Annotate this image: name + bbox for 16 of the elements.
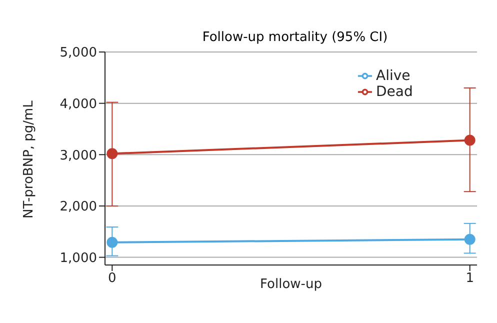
point (464, 134, 476, 146)
x-tick-label: 0 (108, 271, 116, 286)
chart-title: Follow-up mortality (95% CI) (201, 30, 389, 45)
point (106, 236, 118, 248)
y-tick-label: 1,000 (60, 250, 97, 266)
y-tick-label: 4,000 (60, 96, 97, 112)
legend-label: Alive (376, 68, 410, 84)
y-tick-label: 2,000 (60, 200, 97, 215)
y-tick-label: 5,000 (60, 46, 97, 61)
x-tick-label: 1 (466, 271, 474, 286)
y-axis-title: NT-proBNP, pg/mL (22, 100, 37, 218)
point (106, 148, 118, 160)
point (464, 234, 476, 245)
x-axis-title: Follow-up (260, 277, 322, 292)
legend-label: Dead (376, 84, 413, 100)
y-tick-label: 3,000 (60, 148, 97, 164)
